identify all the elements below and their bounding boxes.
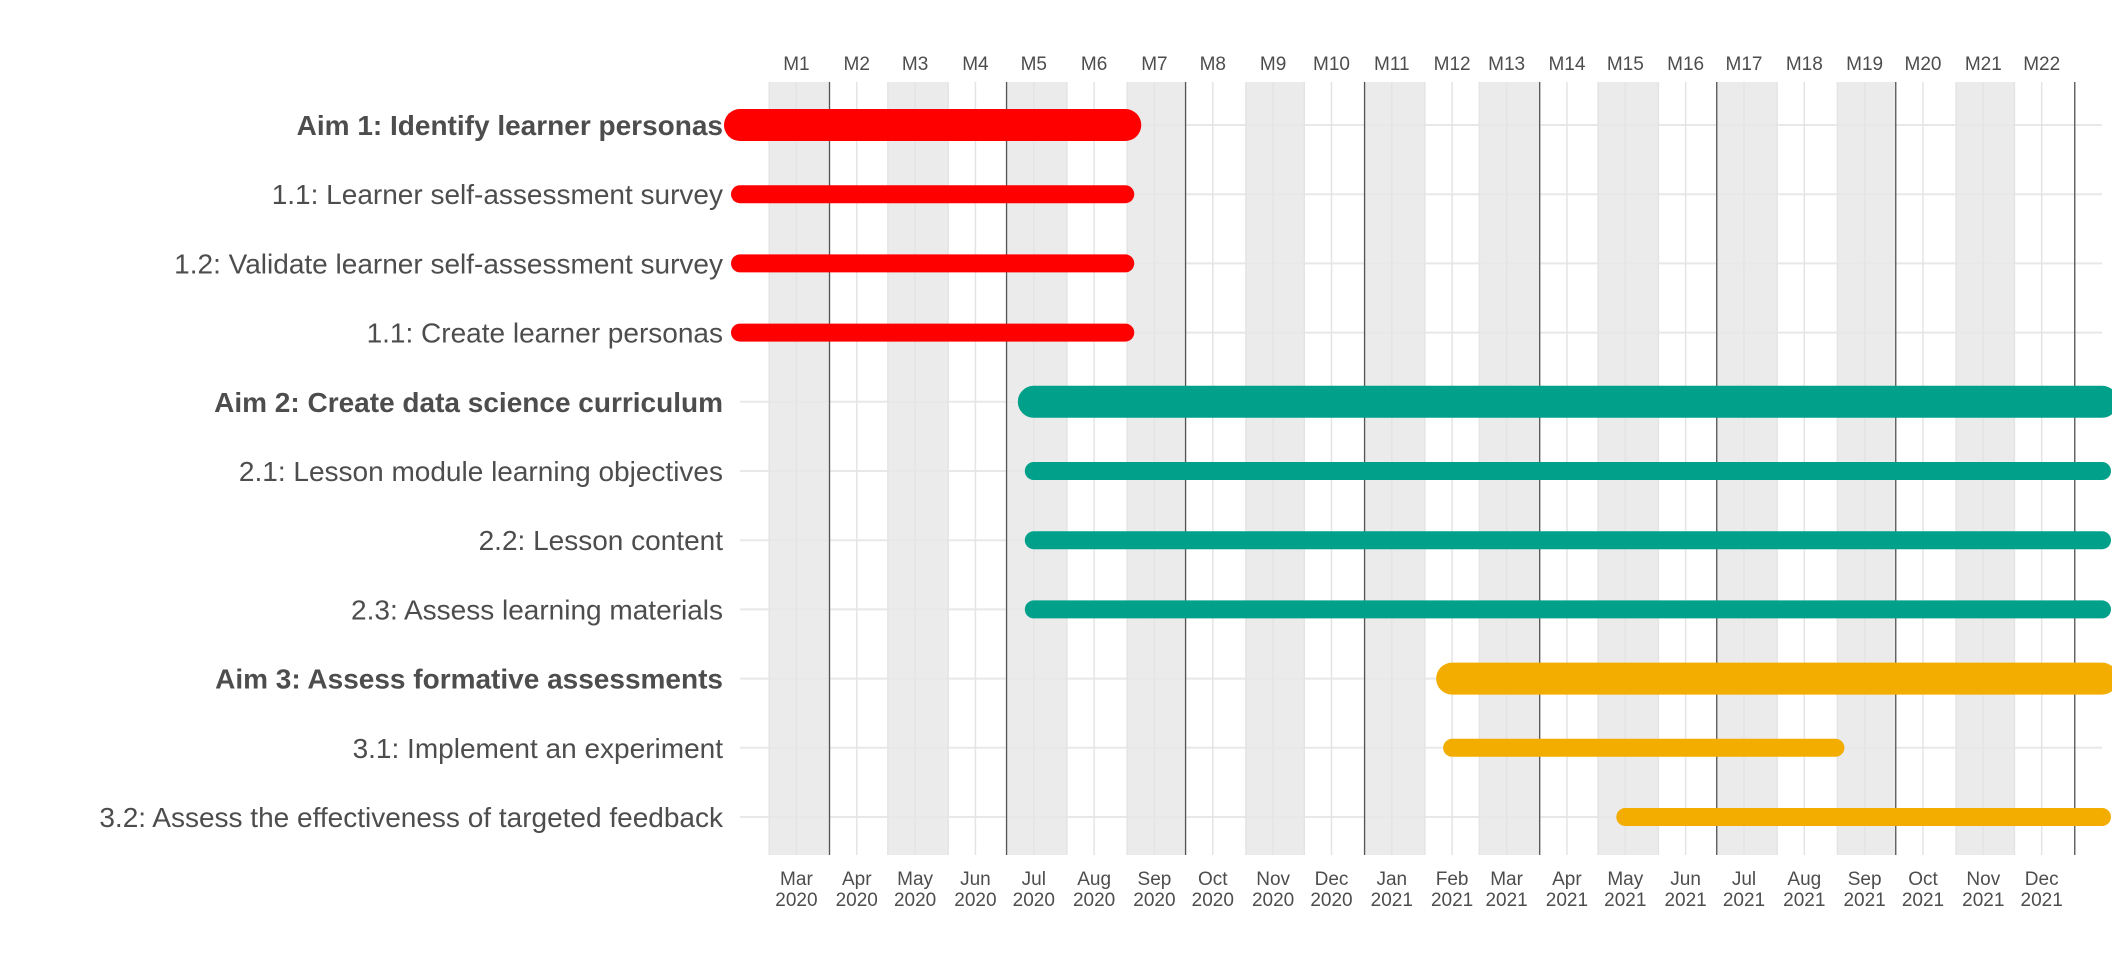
bottom-tick-year: 2021: [1902, 890, 1944, 911]
aim-label: Aim 2: Create data science curriculum: [214, 387, 723, 418]
top-tick-label: M17: [1726, 54, 1763, 75]
bottom-tick-year: 2020: [836, 890, 878, 911]
bottom-tick-month: May: [897, 869, 933, 890]
bottom-tick-month: Apr: [1552, 869, 1582, 890]
task-label: 1.1: Create learner personas: [367, 318, 723, 349]
bottom-tick-year: 2021: [1664, 890, 1706, 911]
top-tick-label: M21: [1965, 54, 2002, 75]
bottom-tick-month: May: [1607, 869, 1643, 890]
task-label: 2.2: Lesson content: [479, 525, 724, 556]
top-tick-label: M1: [783, 54, 809, 75]
top-axis-month-numbers: M1 M2 M3 M4 M5 M6 M7 M8 M9 M10 M11 M12 M13 M14 M15 M16 M…: [783, 54, 2060, 75]
bottom-tick-year: 2021: [1723, 890, 1765, 911]
aim-label: Aim 3: Assess formative assessments: [215, 664, 723, 695]
bottom-tick-month: Jul: [1732, 869, 1756, 890]
bottom-tick-month: Jun: [960, 869, 991, 890]
bottom-tick-year: 2020: [894, 890, 936, 911]
bottom-tick-year: 2021: [1485, 890, 1527, 911]
bottom-tick-year: 2020: [1252, 890, 1294, 911]
shaded-band: [769, 82, 830, 855]
top-tick-label: M15: [1607, 54, 1644, 75]
top-tick-label: M20: [1905, 54, 1942, 75]
top-tick-label: M11: [1374, 54, 1410, 75]
top-tick-label: M14: [1548, 54, 1585, 75]
top-tick-label: M22: [2023, 54, 2060, 75]
bottom-tick-year: 2020: [775, 890, 817, 911]
bottom-tick-year: 2020: [1013, 890, 1055, 911]
top-tick-label: M19: [1846, 54, 1883, 75]
bottom-tick-year: 2020: [1073, 890, 1115, 911]
bottom-tick-month: Nov: [1966, 869, 2000, 890]
top-tick-label: M5: [1021, 54, 1047, 75]
bottom-tick-year: 2021: [1371, 890, 1413, 911]
bottom-tick-month: Dec: [1315, 869, 1349, 890]
top-tick-label: M8: [1200, 54, 1226, 75]
bottom-tick-month: Aug: [1787, 869, 1821, 890]
shaded-band: [887, 82, 949, 855]
bottom-tick-year: 2020: [954, 890, 996, 911]
bottom-tick-month: Oct: [1908, 869, 1938, 890]
bottom-tick-month: Mar: [780, 869, 813, 890]
top-tick-label: M4: [962, 54, 989, 75]
bottom-tick-month: Sep: [1138, 869, 1172, 890]
bottom-tick-month: Jun: [1670, 869, 1701, 890]
bottom-tick-month: Aug: [1077, 869, 1111, 890]
bottom-tick-month: Nov: [1256, 869, 1290, 890]
top-tick-label: M3: [902, 54, 928, 75]
bottom-tick-year: 2021: [1546, 890, 1588, 911]
bottom-tick-year: 2021: [1843, 890, 1885, 911]
top-tick-label: M6: [1081, 54, 1107, 75]
bottom-tick-year: 2020: [1133, 890, 1175, 911]
bottom-tick-year: 2021: [2021, 890, 2063, 911]
bottom-tick-month: Jan: [1376, 869, 1407, 890]
task-bars: [724, 109, 2112, 826]
top-tick-label: M16: [1667, 54, 1704, 75]
bottom-tick-month: Mar: [1490, 869, 1523, 890]
top-tick-label: M12: [1434, 54, 1471, 75]
bottom-tick-year: 2021: [1962, 890, 2004, 911]
top-tick-label: M10: [1313, 54, 1350, 75]
task-label: 1.1: Learner self-assessment survey: [272, 179, 723, 210]
bottom-tick-month: Oct: [1198, 869, 1228, 890]
top-tick-label: M18: [1786, 54, 1823, 75]
task-label: 2.1: Lesson module learning objectives: [239, 456, 723, 487]
top-tick-label: M9: [1260, 54, 1286, 75]
bottom-tick-year: 2020: [1310, 890, 1352, 911]
task-label: 2.3: Assess learning materials: [351, 594, 723, 625]
task-label: 1.2: Validate learner self-assessment su…: [174, 248, 723, 279]
bottom-axis-dates: Mar2020Apr2020May2020Jun2020Jul2020Aug20…: [775, 869, 2063, 911]
bottom-tick-year: 2021: [1604, 890, 1646, 911]
top-tick-label: M2: [844, 54, 870, 75]
aim-label: Aim 1: Identify learner personas: [297, 110, 723, 141]
bottom-tick-month: Sep: [1848, 869, 1882, 890]
task-labels: Aim 1: Identify learner personas 1.1: Lea…: [99, 110, 724, 833]
bottom-tick-year: 2021: [1783, 890, 1825, 911]
task-label: 3.2: Assess the effectiveness of targete…: [99, 802, 724, 833]
task-label: 3.1: Implement an experiment: [353, 733, 724, 764]
top-tick-label: M7: [1141, 54, 1167, 75]
bottom-tick-month: Feb: [1436, 869, 1469, 890]
bottom-tick-month: Jul: [1022, 869, 1046, 890]
bottom-tick-year: 2021: [1431, 890, 1473, 911]
top-tick-label: M13: [1488, 54, 1525, 75]
bottom-tick-year: 2020: [1192, 890, 1234, 911]
bottom-tick-month: Apr: [842, 869, 872, 890]
bottom-tick-month: Dec: [2025, 869, 2059, 890]
